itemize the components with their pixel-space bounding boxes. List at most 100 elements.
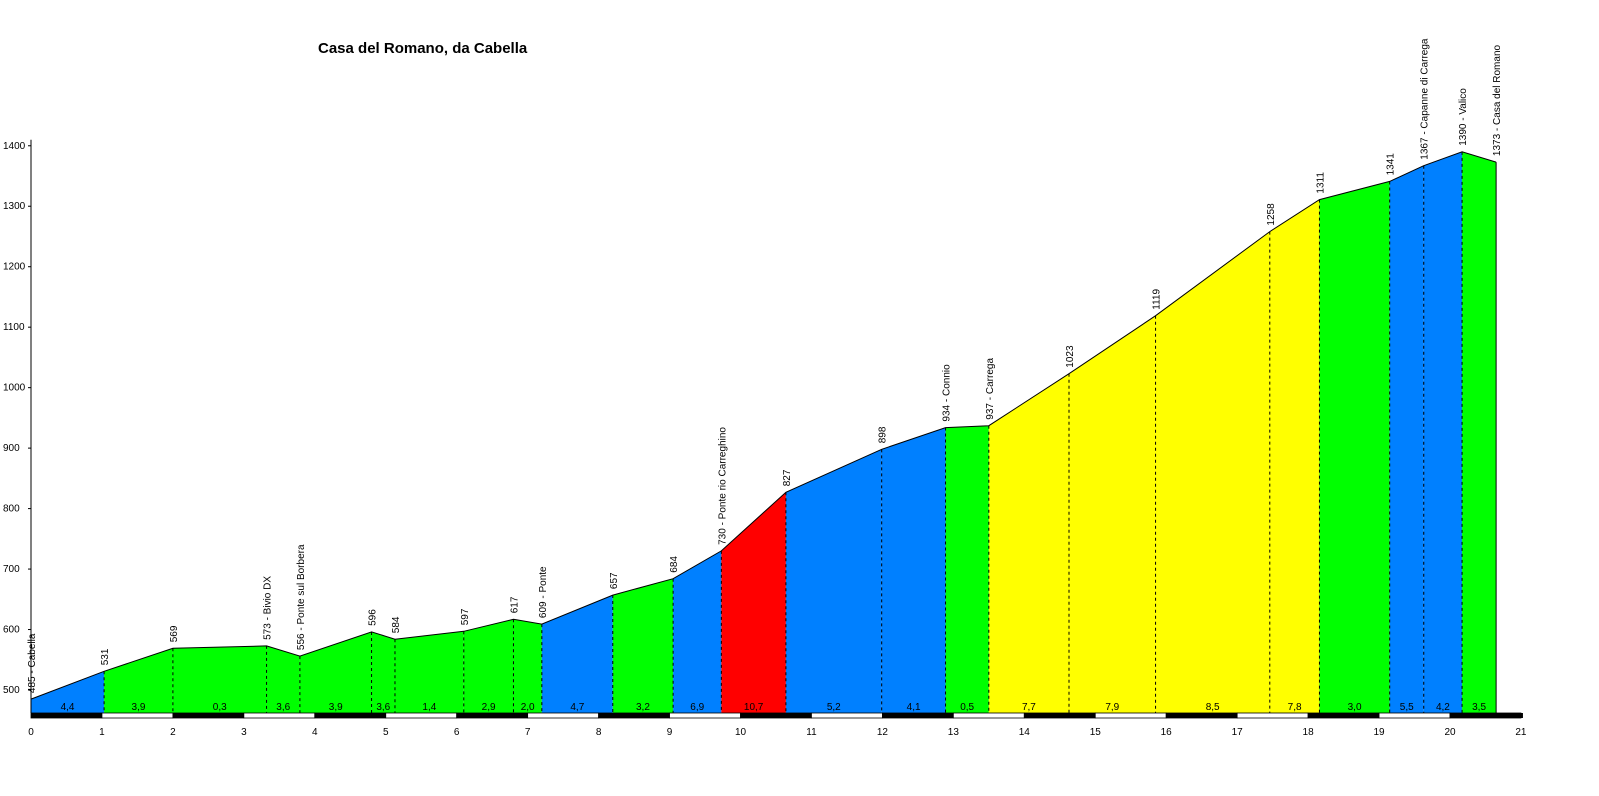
x-tick-label: 1 <box>99 727 105 738</box>
profile-outline <box>30 151 1497 700</box>
chart-title: Casa del Romano, da Cabella <box>318 40 528 57</box>
x-scale-block <box>740 712 812 719</box>
profile-segment <box>1389 165 1424 713</box>
profile-segment <box>1423 151 1463 713</box>
elevation-label: 1373 - Casa del Romano <box>1492 44 1503 156</box>
elevation-label: 937 - Carrega <box>985 358 996 420</box>
elevation-label: 684 <box>669 556 680 573</box>
elevation-label: 485 - Cabella <box>27 633 38 693</box>
y-tick-label: 1100 <box>3 322 25 333</box>
gradient-label: 7,9 <box>1105 702 1119 713</box>
x-tick-label: 3 <box>241 727 247 738</box>
profile-segment <box>104 648 173 713</box>
x-tick-label: 19 <box>1373 727 1385 738</box>
profile-segment <box>785 449 882 713</box>
x-scale-block <box>1165 712 1238 719</box>
x-scale-block <box>882 712 954 719</box>
elevation-label: 730 - Ponte rio Carreghino <box>717 427 728 545</box>
x-scale-block <box>314 712 387 719</box>
y-tick-label: 900 <box>3 443 20 454</box>
x-tick-label: 18 <box>1303 727 1315 738</box>
x-tick-label: 13 <box>948 727 960 738</box>
x-tick-label: 5 <box>383 727 389 738</box>
gradient-label: 3,9 <box>132 702 146 713</box>
profile-segment <box>299 631 372 713</box>
profile-segment <box>945 425 989 713</box>
gradient-label: 6,9 <box>690 702 704 713</box>
x-tick-label: 10 <box>735 727 747 738</box>
gradient-label: 7,8 <box>1288 702 1302 713</box>
profile-areas <box>31 151 1497 714</box>
elevation-label: 827 <box>782 469 793 486</box>
y-tick-label: 700 <box>3 564 20 575</box>
x-scale-block <box>30 712 103 719</box>
y-tick-label: 1400 <box>3 141 26 152</box>
x-scale-block <box>243 712 316 719</box>
x-scale-block <box>811 712 883 719</box>
elevation-label: 609 - Ponte <box>538 566 549 618</box>
profile-segment <box>721 492 786 713</box>
x-tick-label: 16 <box>1161 727 1173 738</box>
profile-segment <box>266 645 300 713</box>
elevation-label: 898 <box>878 426 889 443</box>
gradient-labels: 4,4 3,9 0,3 3,6 3,9 3,6 1,4 2,9 2,0 4,7 3,2 6,9 10,7… <box>61 702 1487 713</box>
gradient-label: 5,5 <box>1400 702 1414 713</box>
y-tick-label: 500 <box>3 685 20 696</box>
x-scale-block <box>456 712 529 719</box>
x-scale-block <box>1307 712 1380 719</box>
x-tick-label: 6 <box>454 727 460 738</box>
profile-segment <box>1269 199 1320 713</box>
gradient-label: 4,1 <box>907 702 921 713</box>
gradient-label: 7,7 <box>1022 702 1036 713</box>
elevation-label: 1258 <box>1266 203 1277 226</box>
gradient-label: 2,0 <box>521 702 535 713</box>
profile-segment <box>612 578 674 713</box>
elevation-label: 1023 <box>1065 345 1076 368</box>
x-scale-block <box>1094 712 1167 719</box>
x-axis: 0 1 2 3 4 5 6 7 8 9 10 11 12 13 14 15 16 17 18 19 20 21 <box>28 712 1527 738</box>
elevation-label: 934 - Connio <box>942 364 953 422</box>
x-tick-label: 8 <box>596 727 602 738</box>
profile-segment <box>673 550 722 713</box>
profile-segment <box>541 595 613 713</box>
profile-segment <box>31 671 105 713</box>
y-tick-label: 800 <box>3 504 20 515</box>
elevation-label: 596 <box>368 609 379 626</box>
x-scale-block <box>1023 712 1096 719</box>
gradient-label: 8,5 <box>1206 702 1220 713</box>
elevation-label: 657 <box>609 572 620 589</box>
elevation-label: 584 <box>391 616 402 633</box>
x-tick-label: 21 <box>1515 727 1527 738</box>
gradient-label: 3,5 <box>1472 702 1486 713</box>
gradient-label: 4,7 <box>570 702 584 713</box>
x-scale-block <box>1236 712 1309 719</box>
x-scale-block <box>527 712 600 719</box>
profile-segment <box>513 619 542 713</box>
gradient-label: 3,6 <box>276 702 290 713</box>
elevation-label: 569 <box>169 625 180 642</box>
x-tick-label: 9 <box>667 727 673 738</box>
x-tick-label: 17 <box>1232 727 1244 738</box>
y-tick-label: 1000 <box>3 383 26 394</box>
x-scale-block <box>172 712 245 719</box>
profile-segment <box>371 631 395 713</box>
profile-segment <box>1319 181 1390 714</box>
x-tick-label: 4 <box>312 727 318 738</box>
elevation-label: 1390 - Valico <box>1458 88 1469 146</box>
profile-segment <box>394 631 464 713</box>
x-scale-end <box>1518 713 1523 718</box>
elevation-label: 617 <box>510 596 521 613</box>
gradient-label: 4,4 <box>61 702 75 713</box>
x-tick-label: 11 <box>806 727 817 738</box>
elevation-label: 1119 <box>1152 288 1163 309</box>
gradient-label: 3,0 <box>1348 702 1362 713</box>
gradient-label: 3,2 <box>636 702 650 713</box>
x-tick-label: 12 <box>877 727 889 738</box>
x-scale-block <box>385 712 458 719</box>
profile-segment <box>1068 315 1156 713</box>
x-scale-block <box>598 712 670 719</box>
profile-segment <box>1155 231 1270 714</box>
gradient-label: 0,3 <box>213 702 227 713</box>
elevation-label: 1341 <box>1386 153 1397 176</box>
gradient-label: 5,2 <box>827 702 841 713</box>
